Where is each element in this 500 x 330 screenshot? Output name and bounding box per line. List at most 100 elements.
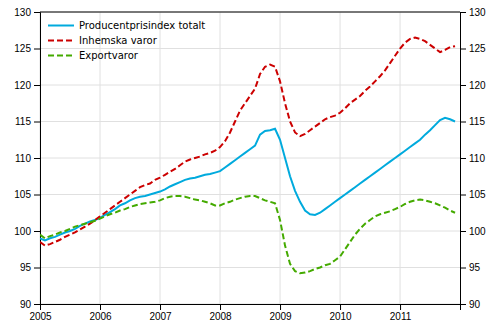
tick-label: 90 [20,299,32,310]
tick: 105 [14,189,40,200]
series-line [40,118,455,241]
grid-line [40,12,460,13]
tick: 95 [20,262,40,273]
tick-mark [280,304,281,310]
grid-line [220,12,221,304]
tick-mark [34,195,40,196]
tick: 2008 [209,304,232,322]
tick-mark [460,85,466,86]
tick-mark [340,304,341,310]
axis-line [34,13,41,305]
tick: 2010 [329,304,352,322]
tick-label: 125 [14,43,31,54]
tick-label: 2005 [29,311,52,322]
axis-line [461,13,467,305]
legend-item: Producentprisindex totalt [48,20,205,31]
frame-line [40,12,460,13]
series-group [40,38,455,274]
grid-line [340,12,341,304]
axis-line [41,305,461,311]
tick-mark [34,268,40,269]
tick: 130 [14,7,40,18]
tick-mark [460,122,466,123]
tick-label: 110 [469,153,485,164]
tick-label: 120 [469,80,486,91]
tick-label: 100 [14,226,31,237]
tick: 115 [15,116,40,127]
tick-mark [460,12,466,13]
tick-mark [460,231,466,232]
tick: 125 [14,43,40,54]
tick-label: 2010 [329,311,352,322]
grid-line [40,231,460,232]
series-line [40,38,455,246]
tick-mark [34,85,40,86]
tick-mark [220,304,221,310]
tick: 125 [460,43,486,54]
grid-line [40,267,460,268]
tick: 2006 [89,304,112,322]
tick: 2005 [29,304,52,322]
tick: 130 [460,7,486,18]
legend-label: Exportvaror [79,50,139,61]
x-axis: 2005 2006 2007 2008 2009 2010 2011 [29,304,460,322]
grid-line [40,85,460,86]
tick: 110 [460,153,485,164]
legend-swatch [48,55,74,57]
legend: Producentprisindex totalt Inhemska varor E… [48,20,205,61]
legend-item: Exportvaror [48,50,139,61]
tick-mark [34,304,40,305]
tick-label: 95 [20,262,32,273]
tick-label: 115 [15,116,31,127]
series-line [40,196,455,273]
tick-mark [400,304,401,310]
tick-mark [460,195,466,196]
y-axis: 90 95 100 105 110 115 120 125 130 [14,7,40,310]
tick: 2007 [149,304,172,322]
tick-mark [460,268,466,269]
tick-mark [160,304,161,310]
grid-line [280,12,281,304]
tick-label: 2009 [269,311,292,322]
legend-item: Inhemska varor [48,35,158,46]
tick-label: 105 [14,189,31,200]
tick-label: 90 [469,299,481,310]
legend-label: Producentprisindex totalt [79,20,205,31]
tick-label: 2007 [149,311,172,322]
tick-label: 2006 [89,311,112,322]
tick-label: 105 [469,189,486,200]
tick-mark [34,12,40,13]
tick-label: 110 [15,153,31,164]
tick: 115 [460,116,485,127]
tick-mark [34,158,40,159]
tick: 95 [460,262,481,273]
legend-swatch [48,40,74,42]
tick: 90 [460,299,481,310]
tick-mark [34,231,40,232]
tick-label: 100 [469,226,486,237]
tick-mark [460,304,466,305]
tick-mark [460,158,466,159]
plot-area: 2005 2006 2007 2008 2009 2010 2011 90 95 100 105 11… [14,7,486,322]
tick: 110 [15,153,40,164]
tick: 90 [20,299,40,310]
grid [40,12,460,304]
grid-line [40,194,460,195]
tick-label: 2011 [390,311,412,322]
y2-axis: 90 95 100 105 110 115 120 125 130 [460,7,486,310]
tick-label: 130 [469,7,486,18]
tick-label: 95 [469,262,481,273]
tick-mark [34,49,40,50]
tick-label: 130 [14,7,31,18]
grid-line [40,48,460,49]
tick-label: 115 [469,116,485,127]
tick: 120 [460,80,486,91]
legend-label: Inhemska varor [79,35,158,46]
grid-line [160,12,161,304]
grid-line [400,12,401,304]
tick: 105 [460,189,486,200]
tick: 120 [14,80,40,91]
legend-swatch [48,25,74,27]
tick-mark [100,304,101,310]
tick: 2011 [390,304,412,322]
